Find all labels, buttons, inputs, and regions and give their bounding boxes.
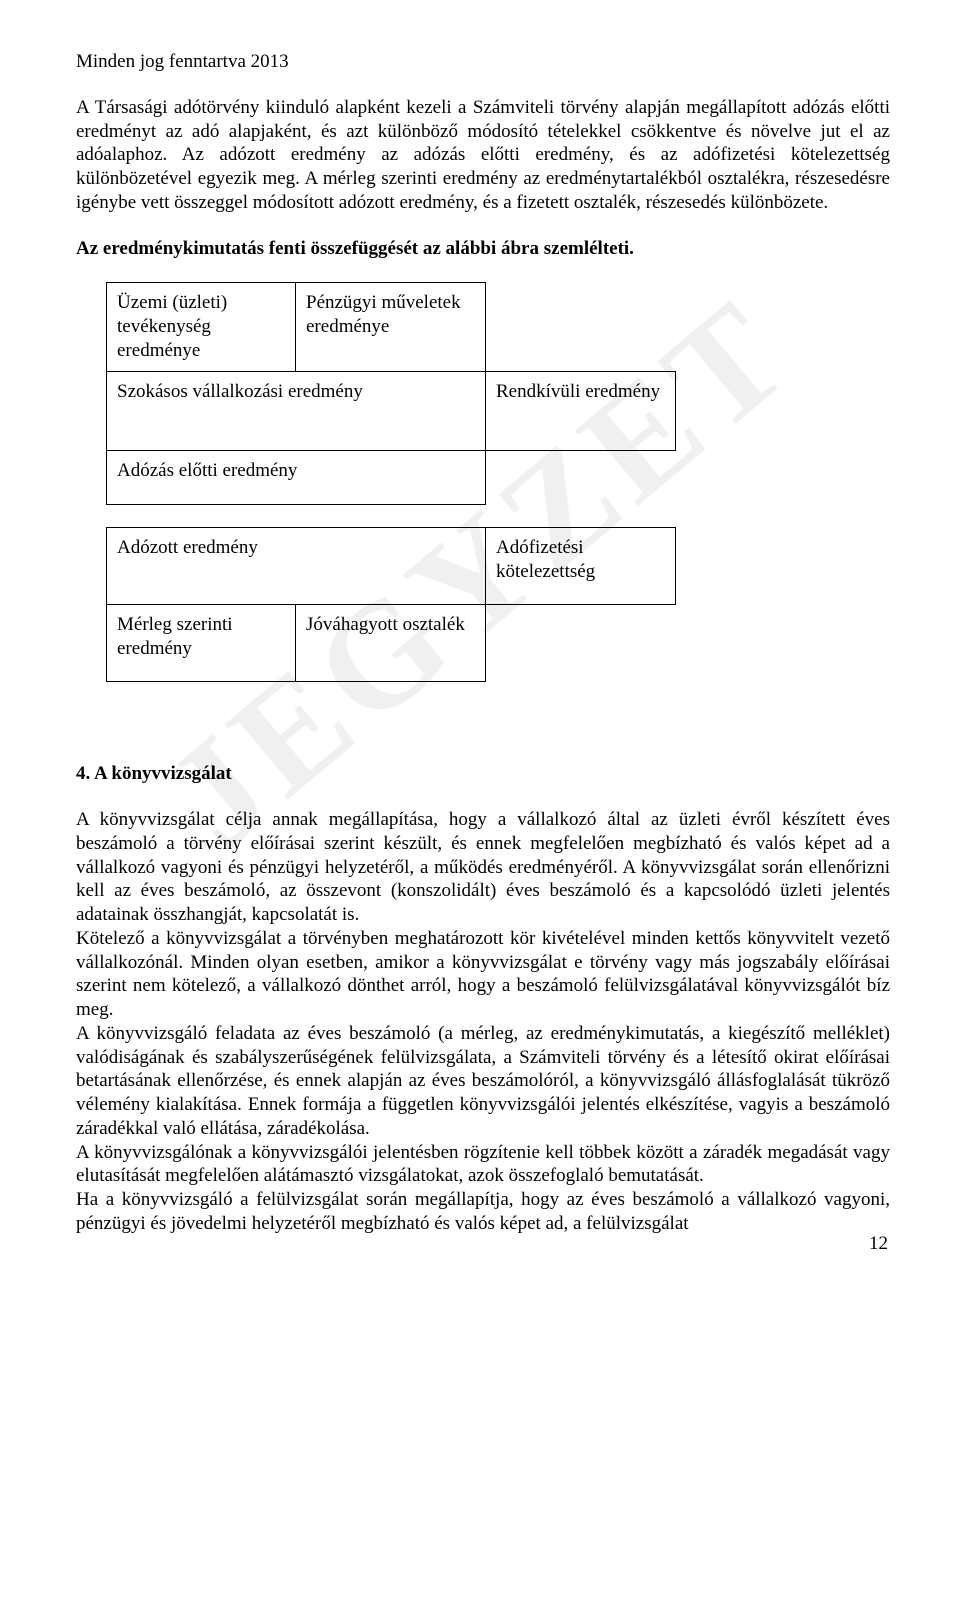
section-4-heading: 4. A könyvvizsgálat [76,762,890,786]
cell-extraordinary-result: Rendkívüli eredmény [486,371,676,451]
cell-pretax-result: Adózás előtti eredmény [106,450,486,505]
cell-approved-dividend: Jóváhagyott osztalék [296,604,486,682]
section-4-para-2: Kötelező a könyvvizsgálat a törvényben m… [76,927,890,1022]
copyright-header: Minden jog fenntartva 2013 [76,50,890,74]
diagram-row-2: Szokásos vállalkozási eredmény Rendkívül… [106,371,890,451]
cell-ordinary-result: Szokásos vállalkozási eredmény [106,371,486,451]
cell-balance-result: Mérleg szerinti eredmény [106,604,296,682]
section-4-para-1: A könyvvizsgálat célja annak megállapítá… [76,808,890,927]
cell-operating-result: Üzemi (üzleti) tevékenység eredménye [106,282,296,372]
section-4-para-3: A könyvvizsgáló feladata az éves beszámo… [76,1022,890,1141]
diagram-row-3: Adózás előtti eredmény [106,450,890,505]
cell-taxed-result: Adózott eredmény [106,527,486,605]
diagram-row-1: Üzemi (üzleti) tevékenység eredménye Pén… [106,282,890,372]
diagram-gap [106,505,890,527]
paragraph-intro: A Társasági adótörvény kiinduló alapként… [76,96,890,215]
diagram-row-4: Adózott eredmény Adófizetési kötelezetts… [106,527,890,605]
cell-financial-result: Pénzügyi műveletek eredménye [296,282,486,372]
page-content: Minden jog fenntartva 2013 A Társasági a… [76,50,890,1236]
cell-tax-liability: Adófizetési kötelezettség [486,527,676,605]
income-statement-diagram: Üzemi (üzleti) tevékenység eredménye Pén… [106,282,890,682]
section-4-para-5: Ha a könyvvizsgáló a felülvizsgálat sorá… [76,1188,890,1236]
diagram-intro-bold: Az eredménykimutatás fenti összefüggését… [76,237,890,261]
section-4-para-4: A könyvvizsgálónak a könyvvizsgálói jele… [76,1141,890,1189]
diagram-row-5: Mérleg szerinti eredmény Jóváhagyott osz… [106,604,890,682]
